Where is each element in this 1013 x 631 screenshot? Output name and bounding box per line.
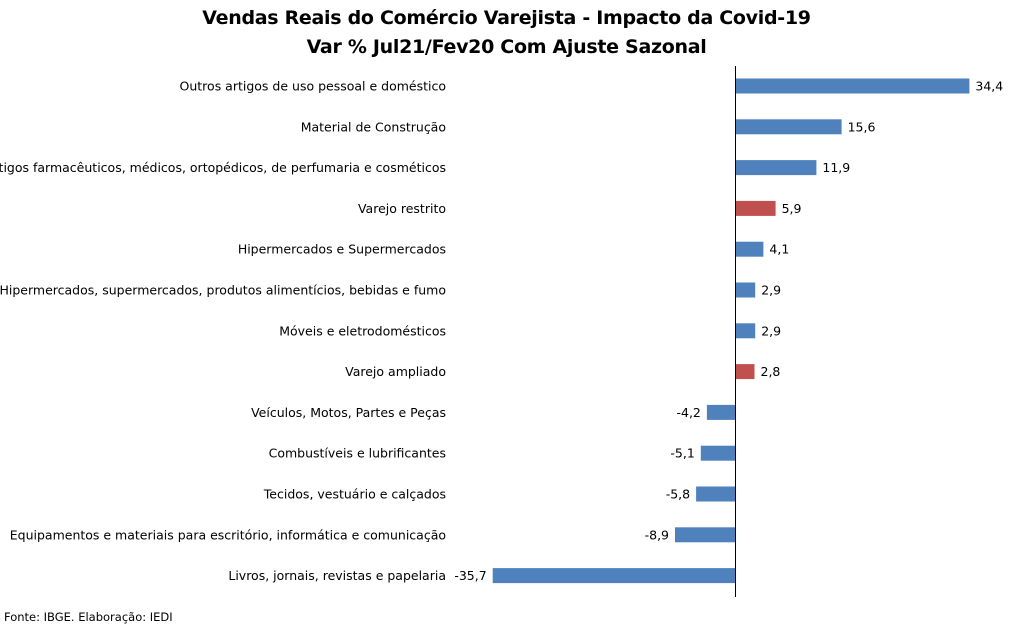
category-label: Equipamentos e materiais para escritório…: [10, 527, 446, 542]
bar: [735, 119, 842, 135]
category-label: Móveis e eletrodomésticos: [279, 323, 446, 338]
category-label: Outros artigos de uso pessoal e doméstic…: [180, 79, 446, 94]
bar: [735, 160, 817, 176]
data-label: 2,8: [761, 364, 781, 379]
bar: [735, 78, 970, 94]
source-note: Fonte: IBGE. Elaboração: IEDI: [4, 610, 173, 624]
data-label: -4,2: [677, 405, 701, 420]
category-label: Hipermercados, supermercados, produtos a…: [0, 283, 446, 298]
bar: [706, 404, 736, 420]
data-label: 2,9: [761, 283, 781, 298]
category-label: Combustíveis e lubrificantes: [269, 446, 446, 461]
bar: [700, 445, 736, 461]
bar: [735, 200, 776, 216]
category-label: Varejo restrito: [358, 201, 446, 216]
data-label: 34,4: [975, 79, 1003, 94]
bars-group: [492, 78, 970, 584]
data-label: 11,9: [822, 160, 850, 175]
bar-chart: Outros artigos de uso pessoal e doméstic…: [0, 66, 1003, 597]
category-label: Varejo ampliado: [345, 364, 446, 379]
chart-subtitle: Var % Jul21/Fev20 Com Ajuste Sazonal: [306, 36, 707, 58]
category-label: Material de Construção: [301, 119, 446, 134]
category-label: Tecidos, vestuário e calçados: [263, 487, 446, 502]
bar: [735, 364, 755, 380]
category-label: Artigos farmacêuticos, médicos, ortopédi…: [0, 160, 446, 175]
data-label: 5,9: [782, 201, 802, 216]
bar: [735, 241, 764, 257]
category-label: Livros, jornais, revistas e papelaria: [228, 568, 446, 583]
bar: [492, 568, 736, 584]
bar: [675, 527, 736, 543]
data-label: -5,8: [666, 487, 690, 502]
bar: [735, 323, 756, 339]
data-label: 4,1: [769, 242, 789, 257]
chart-title: Vendas Reais do Comércio Varejista - Imp…: [202, 7, 811, 29]
data-label: 15,6: [848, 119, 876, 134]
bar: [696, 486, 736, 502]
category-labels-group: Outros artigos de uso pessoal e doméstic…: [0, 79, 446, 584]
data-label: 2,9: [761, 323, 781, 338]
category-label: Veículos, Motos, Partes e Peças: [251, 405, 446, 420]
data-label: -35,7: [454, 568, 486, 583]
data-label: -5,1: [670, 446, 694, 461]
value-labels-group: 34,4 15,6 11,9 5,9 4,1 2,9 2,9 2,8 -4,2 -5,1 -5,8 -…: [454, 79, 1003, 584]
bar: [735, 282, 756, 298]
data-label: -8,9: [645, 527, 669, 542]
category-label: Hipermercados e Supermercados: [238, 242, 446, 257]
